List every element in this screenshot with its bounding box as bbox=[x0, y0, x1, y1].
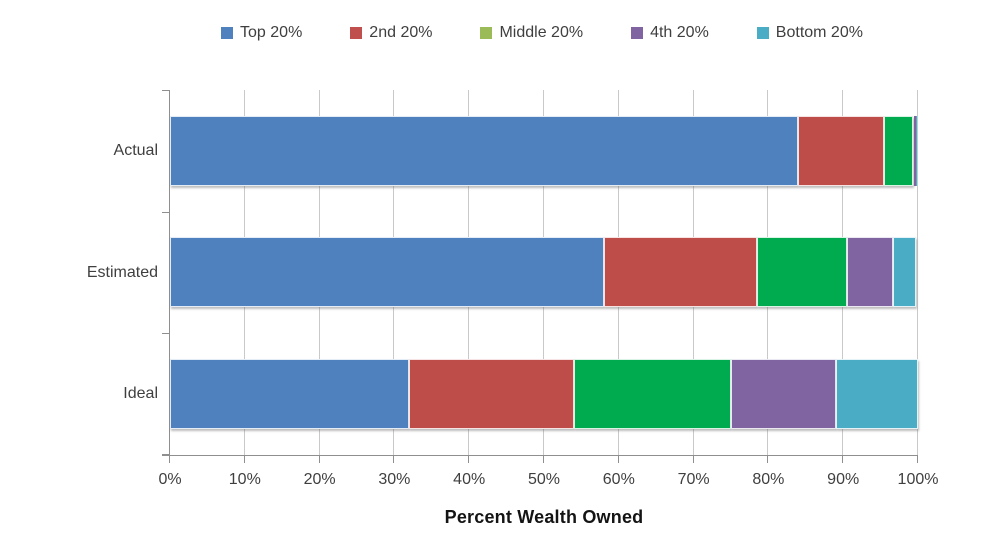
x-axis-tick-10 bbox=[243, 456, 245, 463]
legend-swatch-4th-20 bbox=[631, 27, 644, 39]
bar-row-estimated bbox=[170, 212, 918, 334]
plot-area bbox=[162, 90, 918, 463]
x-axis-tick-20 bbox=[318, 456, 320, 463]
stacked-bar-actual bbox=[170, 115, 918, 186]
x-axis-tick-80 bbox=[767, 456, 769, 463]
value-axis-labels: 0% 10% 20% 30% 40% 50% 60% 70% 80% 90% 100% bbox=[158, 471, 938, 493]
x-axis-tick-90 bbox=[842, 456, 844, 463]
legend-item-bottom-20: Bottom 20% bbox=[756, 24, 863, 42]
x-axis-line bbox=[162, 455, 918, 456]
legend-label-2nd-20: 2nd 20% bbox=[369, 24, 433, 41]
bar-row-ideal bbox=[170, 333, 918, 455]
category-axis-labels: Actual Estimated Ideal bbox=[0, 90, 158, 455]
x-tick-label-40: 40% bbox=[453, 471, 486, 488]
y-axis-tick-2 bbox=[162, 333, 169, 335]
bar-segment-actual-top-20 bbox=[170, 115, 799, 186]
category-label-estimated: Estimated bbox=[86, 263, 158, 281]
x-tick-label-80: 80% bbox=[752, 471, 785, 488]
x-tick-label-20: 20% bbox=[303, 471, 336, 488]
legend-swatch-bottom-20 bbox=[756, 27, 769, 39]
gridline-100 bbox=[917, 90, 918, 455]
legend-item-middle-20: Middle 20% bbox=[480, 24, 583, 42]
bar-segment-actual-2nd-20 bbox=[798, 115, 884, 186]
x-axis-tick-50 bbox=[543, 456, 544, 463]
legend-item-2nd-20: 2nd 20% bbox=[350, 24, 432, 42]
bar-segment-ideal-bottom-20 bbox=[835, 359, 918, 430]
bar-segment-estimated-top-20 bbox=[170, 237, 604, 308]
legend-swatch-2nd-20 bbox=[350, 27, 363, 39]
x-tick-label-100: 100% bbox=[897, 471, 939, 488]
x-axis-tick-30 bbox=[393, 456, 395, 463]
legend-label-top-20: Top 20% bbox=[240, 24, 303, 41]
bar-segment-actual-4th-20 bbox=[913, 115, 916, 186]
bar-segment-ideal-2nd-20 bbox=[409, 359, 574, 430]
x-axis-tick-0 bbox=[169, 456, 170, 463]
x-axis-title: Percent Wealth Owned bbox=[444, 507, 644, 527]
x-tick-label-10: 10% bbox=[228, 471, 261, 488]
legend-item-4th-20: 4th 20% bbox=[631, 24, 709, 42]
y-axis-tick-1 bbox=[162, 211, 169, 213]
x-axis-tick-70 bbox=[692, 456, 694, 463]
stacked-bar-estimated bbox=[170, 237, 918, 308]
category-label-actual: Actual bbox=[113, 141, 158, 159]
x-tick-label-90: 90% bbox=[827, 471, 860, 488]
x-tick-label-50: 50% bbox=[527, 471, 561, 488]
y-axis-tick-0 bbox=[162, 90, 169, 91]
x-axis-tick-100 bbox=[917, 456, 918, 463]
bar-segment-actual-middle-20 bbox=[883, 115, 914, 186]
bar-segment-estimated-bottom-20 bbox=[893, 237, 916, 308]
x-axis-tick-60 bbox=[617, 456, 619, 463]
legend-swatch-top-20 bbox=[221, 27, 234, 39]
bar-segment-estimated-4th-20 bbox=[846, 237, 894, 308]
legend-swatch-middle-20 bbox=[480, 27, 493, 39]
bar-row-actual bbox=[170, 90, 918, 212]
bar-segment-actual-bottom-20 bbox=[915, 115, 917, 186]
y-axis-line bbox=[169, 90, 170, 462]
x-tick-label-0: 0% bbox=[158, 471, 182, 488]
x-tick-label-60: 60% bbox=[602, 471, 635, 488]
legend-label-4th-20: 4th 20% bbox=[650, 24, 709, 41]
bar-segment-estimated-2nd-20 bbox=[603, 237, 758, 308]
stacked-bar-ideal bbox=[170, 359, 918, 430]
chart-legend: Top 20% 2nd 20% Middle 20% 4th 20% Bottom 20… bbox=[84, 21, 1000, 45]
legend-label-bottom-20: Bottom 20% bbox=[775, 24, 863, 41]
category-label-ideal: Ideal bbox=[123, 385, 158, 403]
bar-segment-ideal-middle-20 bbox=[573, 359, 731, 430]
y-axis-tick-3 bbox=[162, 454, 169, 455]
x-tick-label-70: 70% bbox=[677, 471, 710, 488]
x-tick-label-30: 30% bbox=[378, 471, 411, 488]
bar-segment-ideal-top-20 bbox=[170, 359, 410, 430]
x-axis-tick-40 bbox=[468, 456, 470, 463]
legend-label-middle-20: Middle 20% bbox=[499, 24, 584, 41]
legend-item-top-20: Top 20% bbox=[221, 24, 302, 42]
bar-segment-ideal-4th-20 bbox=[731, 359, 836, 430]
bar-segment-estimated-middle-20 bbox=[757, 237, 847, 308]
